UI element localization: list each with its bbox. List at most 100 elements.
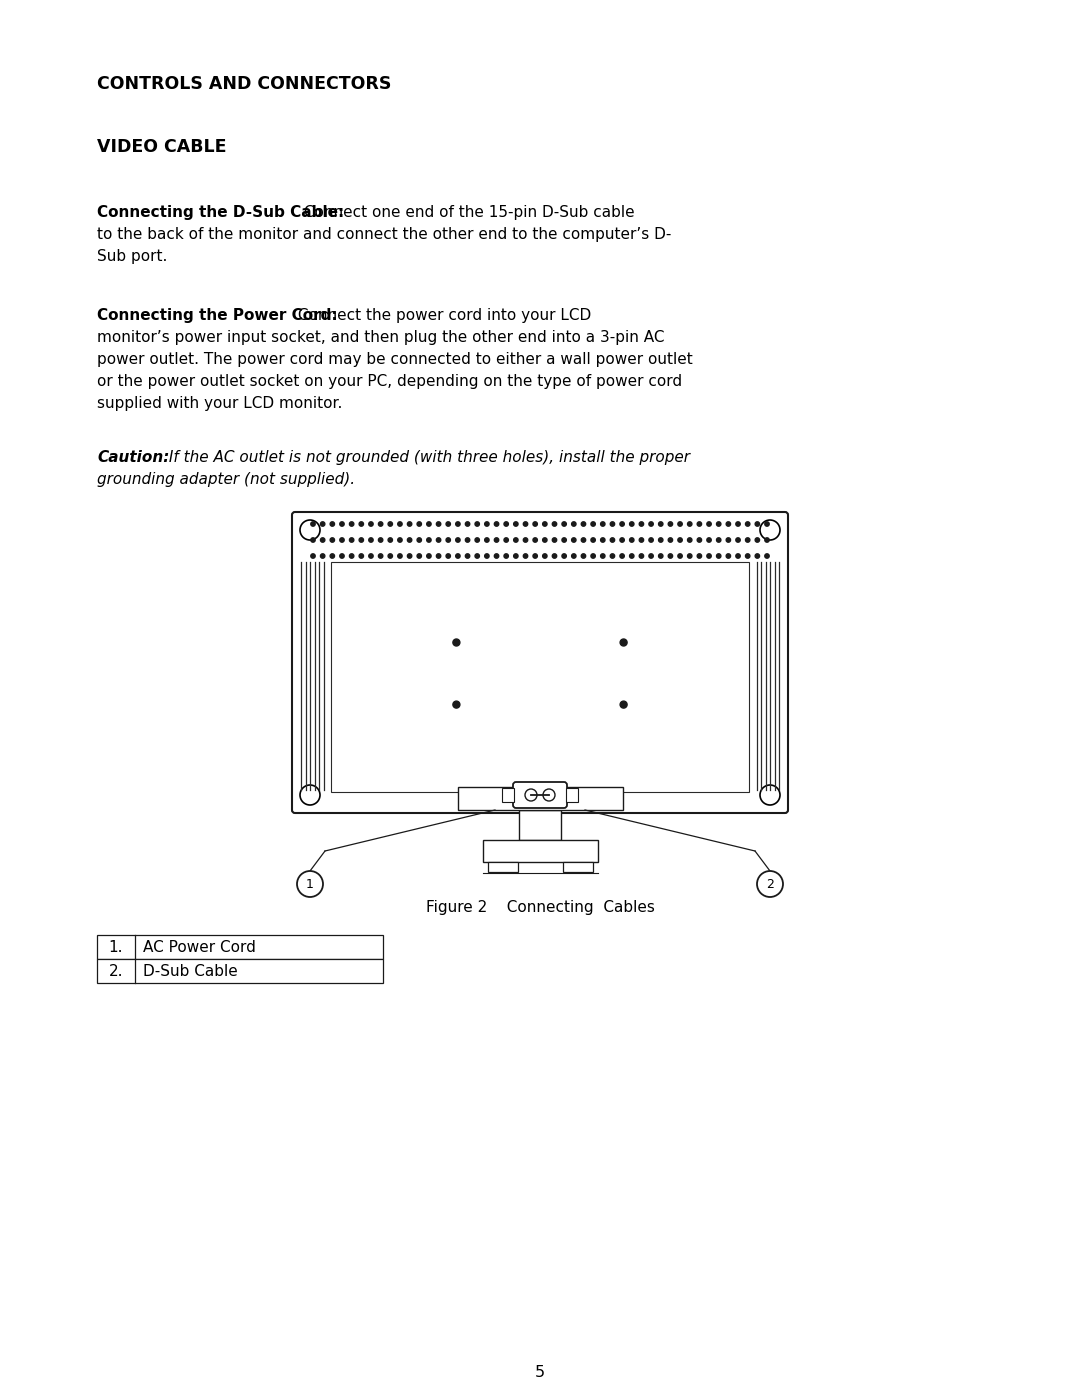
Circle shape bbox=[436, 553, 441, 559]
Circle shape bbox=[330, 538, 335, 542]
Text: 2: 2 bbox=[766, 877, 774, 890]
Circle shape bbox=[524, 553, 528, 559]
Bar bbox=[566, 788, 578, 802]
Circle shape bbox=[397, 538, 402, 542]
Circle shape bbox=[735, 522, 740, 527]
Circle shape bbox=[745, 553, 750, 559]
Circle shape bbox=[407, 522, 411, 527]
Circle shape bbox=[514, 522, 518, 527]
Circle shape bbox=[542, 538, 548, 542]
Circle shape bbox=[735, 553, 740, 559]
Circle shape bbox=[716, 538, 721, 542]
Circle shape bbox=[610, 538, 615, 542]
Circle shape bbox=[524, 522, 528, 527]
Circle shape bbox=[755, 538, 759, 542]
Circle shape bbox=[562, 538, 566, 542]
Circle shape bbox=[407, 553, 411, 559]
Circle shape bbox=[475, 553, 480, 559]
Circle shape bbox=[453, 701, 460, 708]
Circle shape bbox=[745, 522, 750, 527]
Circle shape bbox=[552, 538, 556, 542]
Circle shape bbox=[321, 522, 325, 527]
Text: VIDEO CABLE: VIDEO CABLE bbox=[97, 138, 227, 156]
Circle shape bbox=[407, 538, 411, 542]
Circle shape bbox=[485, 538, 489, 542]
Circle shape bbox=[581, 538, 585, 542]
Text: Connect one end of the 15-pin D-Sub cable: Connect one end of the 15-pin D-Sub cabl… bbox=[299, 205, 635, 219]
Circle shape bbox=[755, 522, 759, 527]
Circle shape bbox=[726, 522, 730, 527]
Text: AC Power Cord: AC Power Cord bbox=[143, 940, 256, 954]
Circle shape bbox=[388, 522, 392, 527]
Circle shape bbox=[716, 522, 721, 527]
Circle shape bbox=[504, 538, 509, 542]
Circle shape bbox=[649, 538, 653, 542]
Circle shape bbox=[600, 522, 605, 527]
Circle shape bbox=[368, 538, 374, 542]
Text: power outlet. The power cord may be connected to either a wall power outlet: power outlet. The power cord may be conn… bbox=[97, 352, 692, 367]
Circle shape bbox=[368, 553, 374, 559]
Bar bbox=[97, 958, 383, 983]
Circle shape bbox=[649, 522, 653, 527]
Circle shape bbox=[591, 522, 595, 527]
Circle shape bbox=[350, 553, 354, 559]
Circle shape bbox=[610, 553, 615, 559]
Circle shape bbox=[630, 522, 634, 527]
Circle shape bbox=[571, 538, 576, 542]
Circle shape bbox=[765, 522, 769, 527]
Circle shape bbox=[504, 522, 509, 527]
Circle shape bbox=[726, 538, 730, 542]
Circle shape bbox=[465, 538, 470, 542]
Circle shape bbox=[321, 538, 325, 542]
Circle shape bbox=[620, 538, 624, 542]
Circle shape bbox=[532, 538, 538, 542]
Circle shape bbox=[706, 553, 712, 559]
Circle shape bbox=[330, 553, 335, 559]
Bar bbox=[97, 935, 383, 958]
Circle shape bbox=[688, 522, 692, 527]
Text: Caution:: Caution: bbox=[97, 450, 170, 465]
Circle shape bbox=[465, 522, 470, 527]
Circle shape bbox=[368, 522, 374, 527]
Circle shape bbox=[446, 538, 450, 542]
Circle shape bbox=[453, 638, 460, 645]
FancyBboxPatch shape bbox=[292, 511, 788, 813]
Text: supplied with your LCD monitor.: supplied with your LCD monitor. bbox=[97, 395, 342, 411]
Circle shape bbox=[630, 553, 634, 559]
Circle shape bbox=[620, 638, 627, 645]
Circle shape bbox=[755, 553, 759, 559]
Circle shape bbox=[340, 553, 345, 559]
Circle shape bbox=[639, 522, 644, 527]
Circle shape bbox=[698, 538, 702, 542]
Circle shape bbox=[659, 522, 663, 527]
Circle shape bbox=[571, 553, 576, 559]
Circle shape bbox=[456, 522, 460, 527]
Circle shape bbox=[359, 538, 364, 542]
Circle shape bbox=[571, 522, 576, 527]
Circle shape bbox=[678, 522, 683, 527]
Circle shape bbox=[378, 522, 382, 527]
Circle shape bbox=[532, 522, 538, 527]
Circle shape bbox=[485, 553, 489, 559]
Circle shape bbox=[620, 553, 624, 559]
Circle shape bbox=[591, 553, 595, 559]
Circle shape bbox=[311, 538, 315, 542]
Circle shape bbox=[504, 553, 509, 559]
Circle shape bbox=[417, 538, 421, 542]
Text: grounding adapter (not supplied).: grounding adapter (not supplied). bbox=[97, 472, 355, 488]
Circle shape bbox=[427, 553, 431, 559]
Circle shape bbox=[542, 522, 548, 527]
Circle shape bbox=[659, 553, 663, 559]
Circle shape bbox=[446, 522, 450, 527]
Circle shape bbox=[562, 522, 566, 527]
Circle shape bbox=[669, 538, 673, 542]
Circle shape bbox=[446, 553, 450, 559]
Circle shape bbox=[330, 522, 335, 527]
Circle shape bbox=[552, 553, 556, 559]
Circle shape bbox=[514, 538, 518, 542]
Circle shape bbox=[706, 522, 712, 527]
Circle shape bbox=[591, 538, 595, 542]
Circle shape bbox=[659, 538, 663, 542]
Circle shape bbox=[649, 553, 653, 559]
Circle shape bbox=[436, 522, 441, 527]
